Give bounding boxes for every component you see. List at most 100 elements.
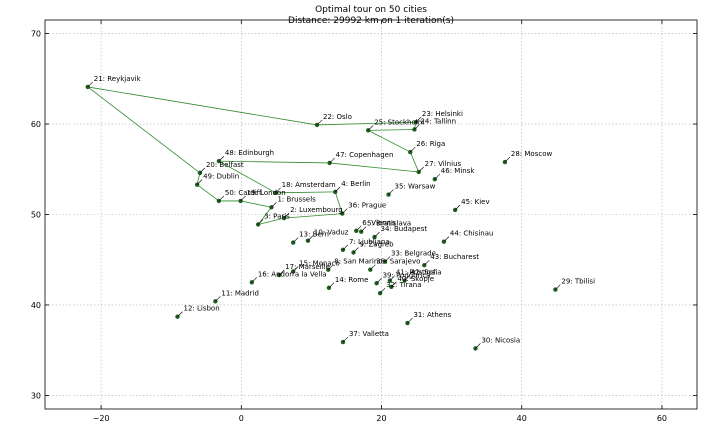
route-segment <box>218 160 330 164</box>
route-segment <box>240 200 272 208</box>
label-leader <box>87 81 93 88</box>
city-label: 6: Vienna <box>362 219 395 227</box>
label-leader <box>376 278 382 284</box>
city-label: 45: Kiev <box>461 198 489 206</box>
label-leader <box>424 259 430 266</box>
city-label: 14: Rome <box>335 276 368 284</box>
route-segment <box>87 86 318 126</box>
x-tick-label: 0 <box>239 414 244 423</box>
city-label: 42: Sofia <box>411 269 442 277</box>
label-leader <box>218 155 225 162</box>
x-tick-label: 20 <box>376 414 386 423</box>
route-segment <box>317 121 416 126</box>
city-label: 49: Dublin <box>203 173 239 181</box>
city-label: 18: Amsterdam <box>282 181 336 189</box>
city-label: 35: Warsaw <box>395 183 436 191</box>
y-tick-label: 70 <box>31 30 41 39</box>
label-leader <box>404 275 410 281</box>
route-segment <box>257 207 272 225</box>
route-segment <box>334 191 343 214</box>
city-label: 29: Tbilisi <box>561 278 595 286</box>
city-label: 20: Belfast <box>206 161 244 169</box>
axis-ticks: −20 0 20 40 60 30 40 50 60 70 <box>31 20 697 423</box>
label-leader <box>328 282 335 288</box>
label-leader <box>356 225 362 231</box>
label-leader <box>307 235 314 241</box>
city-label: 33: Belgrade <box>391 250 436 258</box>
route-segment <box>196 184 220 202</box>
route-segment <box>329 162 419 173</box>
label-leader <box>329 157 335 164</box>
route-segment <box>368 129 415 131</box>
city-label: 13: Bern <box>299 231 329 239</box>
city-label: 9: Zagreb <box>359 240 394 248</box>
label-leader <box>335 186 341 193</box>
label-leader <box>374 231 380 238</box>
label-leader <box>367 125 374 131</box>
chart-subtitle: Distance: 29992 km on 1 iteration(s) <box>288 16 454 26</box>
tour-route <box>87 86 420 225</box>
label-leader <box>555 284 561 290</box>
label-leader <box>328 264 334 270</box>
city-label: 47: Copenhagen <box>336 151 394 159</box>
city-label: 27: Vilnius <box>425 160 462 168</box>
label-leader <box>360 226 367 232</box>
label-leader <box>418 166 424 173</box>
y-tick-label: 30 <box>31 391 41 400</box>
x-tick-label: 40 <box>517 414 527 423</box>
label-leader <box>414 124 420 130</box>
route-segment <box>258 217 285 225</box>
city-label: 16: Andorra la Vella <box>258 270 327 278</box>
city-label: 44: Chisinau <box>450 230 494 238</box>
city-label: 46: Minsk <box>441 167 476 175</box>
label-leader <box>240 195 246 202</box>
label-leader <box>415 117 422 123</box>
city-label: 19: London <box>247 189 286 197</box>
city-label: 40: Skopje <box>397 275 434 283</box>
label-leader <box>283 212 290 219</box>
city-label: 15: Monaco <box>299 259 340 267</box>
label-leader <box>410 146 416 153</box>
label-leader <box>384 256 391 262</box>
label-leader <box>251 277 258 283</box>
label-leader <box>504 156 511 163</box>
label-leader <box>342 244 349 250</box>
route-segment <box>284 213 343 219</box>
city-label: 43: Bucharest <box>430 253 479 261</box>
city-label: 41: Pristina <box>396 269 435 277</box>
label-leader <box>407 317 413 324</box>
label-leader <box>443 236 450 242</box>
city-label: 8: San Marino <box>334 258 382 266</box>
city-label: 1: Brussels <box>277 195 316 203</box>
y-tick-label: 50 <box>31 211 41 220</box>
label-leader <box>353 247 359 253</box>
label-leader <box>196 179 203 185</box>
city-label: 17: Marseille <box>285 263 330 271</box>
route-segment <box>409 151 420 173</box>
city-label: 12: Lisbon <box>184 305 220 313</box>
city-label: 34: Budapest <box>381 225 428 233</box>
label-leader <box>342 336 349 343</box>
route-segment <box>218 160 276 194</box>
city-label: 11: Madrid <box>221 289 259 297</box>
label-leader <box>292 266 299 272</box>
label-leader <box>218 195 225 202</box>
city-label: 7: Ljubljana <box>349 238 390 246</box>
city-label: 3: Paris <box>264 212 290 220</box>
route-segment <box>275 191 336 194</box>
label-leader <box>454 204 461 211</box>
label-leader <box>434 174 441 180</box>
city-label: 48: Edinburgh <box>225 149 274 157</box>
label-leader <box>257 219 264 225</box>
city-label: 36: Prague <box>348 202 386 210</box>
city-label: 32: Tirana <box>386 281 421 289</box>
label-leader <box>389 275 396 281</box>
city-label: 50: Cardiff <box>225 189 262 197</box>
label-leader <box>278 269 285 276</box>
plot-frame <box>44 19 698 410</box>
route-segment <box>368 130 411 153</box>
city-label: 24: Tallinn <box>420 117 456 125</box>
city-label: 28: Moscow <box>511 150 553 158</box>
